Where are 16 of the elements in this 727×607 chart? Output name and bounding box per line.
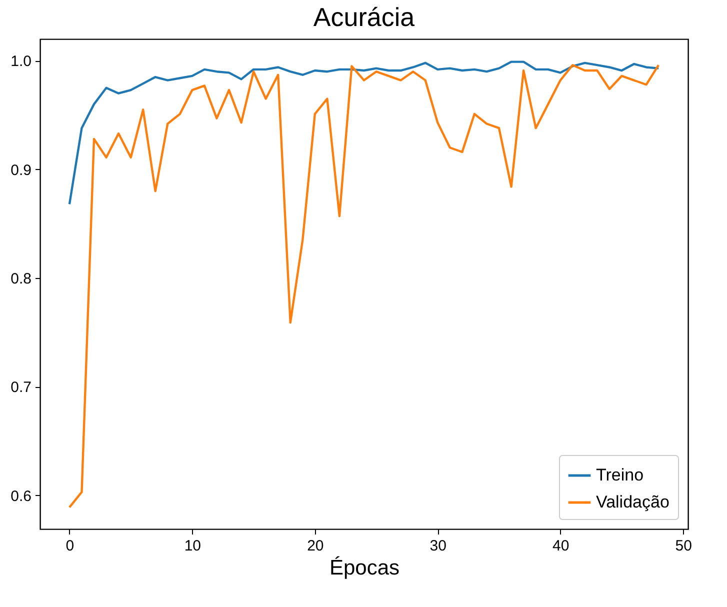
y-tick-label: 0.6 (10, 488, 32, 505)
x-axis-title: Épocas (329, 556, 400, 580)
x-tick-label: 20 (307, 538, 324, 554)
chart-title: Acurácia (313, 2, 416, 32)
y-tick-label: 0.9 (10, 162, 32, 179)
y-tick-label: 0.8 (10, 270, 32, 288)
y-tick-label: 0.7 (10, 379, 32, 396)
y-tick-label: 1.0 (10, 53, 32, 70)
x-tick-label: 10 (184, 538, 202, 554)
x-tick-label: 30 (430, 538, 446, 554)
line-series (68, 60, 660, 206)
legend-label: Treino (596, 466, 644, 484)
x-tick-label: 0 (66, 538, 74, 554)
legend-label: Validação (596, 492, 670, 512)
x-tick-label: 50 (675, 538, 692, 554)
x-tick-label: 40 (552, 538, 570, 554)
